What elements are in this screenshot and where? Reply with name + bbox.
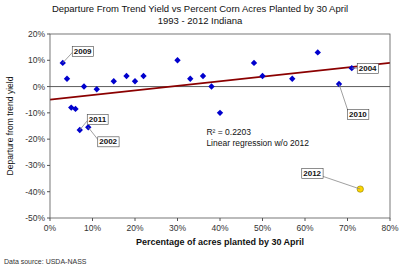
annotation-line: R² = 0.2203 (206, 127, 251, 137)
y-tick-label: -50% (25, 213, 45, 223)
x-tick (177, 218, 178, 221)
y-tick (47, 191, 50, 192)
x-tick (347, 218, 348, 221)
y-tick (47, 165, 50, 166)
x-tick (220, 218, 221, 221)
point-label: 2010 (339, 84, 369, 120)
scatter-point (174, 57, 180, 63)
annotation: R² = 0.2203Linear regression w/o 2012 (206, 127, 309, 148)
annotation-line: Linear regression w/o 2012 (206, 138, 309, 148)
scatter-point (251, 60, 257, 66)
label-box (357, 64, 378, 74)
x-tick-label: 60% (296, 223, 313, 233)
plot-area (50, 34, 390, 218)
plot-frame (50, 34, 390, 218)
label-box (87, 114, 108, 124)
title: Departure From Trend Yield vs Percent Co… (52, 3, 348, 26)
point-label: 2011 (80, 114, 108, 130)
point-label-text: 2010 (349, 110, 367, 119)
scatter-point (72, 106, 78, 112)
y-tick (47, 60, 50, 61)
regression-line (50, 63, 390, 100)
x-axis-label: Percentage of acres planted by 30 April (136, 237, 304, 247)
scatter-point (289, 75, 295, 81)
scatter-point (315, 49, 321, 55)
scatter-point (259, 73, 265, 79)
label-box (72, 46, 93, 56)
y-tick (47, 139, 50, 140)
y-tick-label: -30% (25, 160, 45, 170)
x-tick-label: 0% (44, 223, 57, 233)
y-tick-label: -20% (25, 134, 45, 144)
point-label: 2009 (63, 46, 94, 63)
scatter-point (132, 78, 138, 84)
point-label-text: 2002 (99, 137, 117, 146)
point-label-text: 2004 (359, 64, 377, 73)
chart: 0% 10% 20% 30% 40% 50% 60% 70% 80% -50% -40% -30% -2… (0, 0, 400, 268)
x-tick-label: 20% (126, 223, 143, 233)
x-tick (390, 218, 391, 221)
x-tick (262, 218, 263, 221)
point-label: 2002 (88, 127, 119, 147)
x-tick (135, 218, 136, 221)
x-tick-label: 30% (169, 223, 186, 233)
scatter-point (94, 86, 100, 92)
y-tick-label: 0% (33, 82, 46, 92)
scatter-point (111, 78, 117, 84)
scatter-point (64, 75, 70, 81)
scatter-point (217, 110, 223, 116)
x-tick-label: 50% (254, 223, 271, 233)
x-tick (92, 218, 93, 221)
scatter-point (140, 73, 146, 79)
title-line: Departure From Trend Yield vs Percent Co… (52, 3, 348, 14)
point-label-text: 2009 (74, 47, 92, 56)
y-tick-label: 10% (28, 55, 45, 65)
x-tick-label: 80% (381, 223, 398, 233)
data-group (50, 49, 390, 192)
scatter-point (208, 83, 214, 89)
scatter-point (187, 75, 193, 81)
y-tick-label: -10% (25, 108, 45, 118)
y-tick-label: 20% (28, 29, 45, 39)
y-tick-label: -40% (25, 187, 45, 197)
x-tick-label: 10% (84, 223, 101, 233)
scatter-point (123, 73, 129, 79)
x-tick-label: 70% (339, 223, 356, 233)
point-label: 2012 (302, 169, 361, 190)
scatter-point (200, 73, 206, 79)
y-tick (47, 112, 50, 113)
point-label: 2004 (352, 64, 379, 74)
scatter-point (81, 83, 87, 89)
x-tick-label: 40% (211, 223, 228, 233)
label-box (302, 169, 323, 179)
y-tick (47, 86, 50, 87)
label-box (98, 137, 119, 147)
title-line: 1993 - 2012 Indiana (158, 15, 243, 26)
source: Data source: USDA-NASS (4, 258, 87, 265)
y-tick (47, 218, 50, 219)
y-tick (47, 34, 50, 35)
x-tick (305, 218, 306, 221)
y-axis-label: Departure from trend yield (5, 76, 15, 175)
label-box (348, 109, 369, 119)
point-label-text: 2012 (303, 169, 321, 178)
point-label-text: 2011 (89, 115, 107, 124)
